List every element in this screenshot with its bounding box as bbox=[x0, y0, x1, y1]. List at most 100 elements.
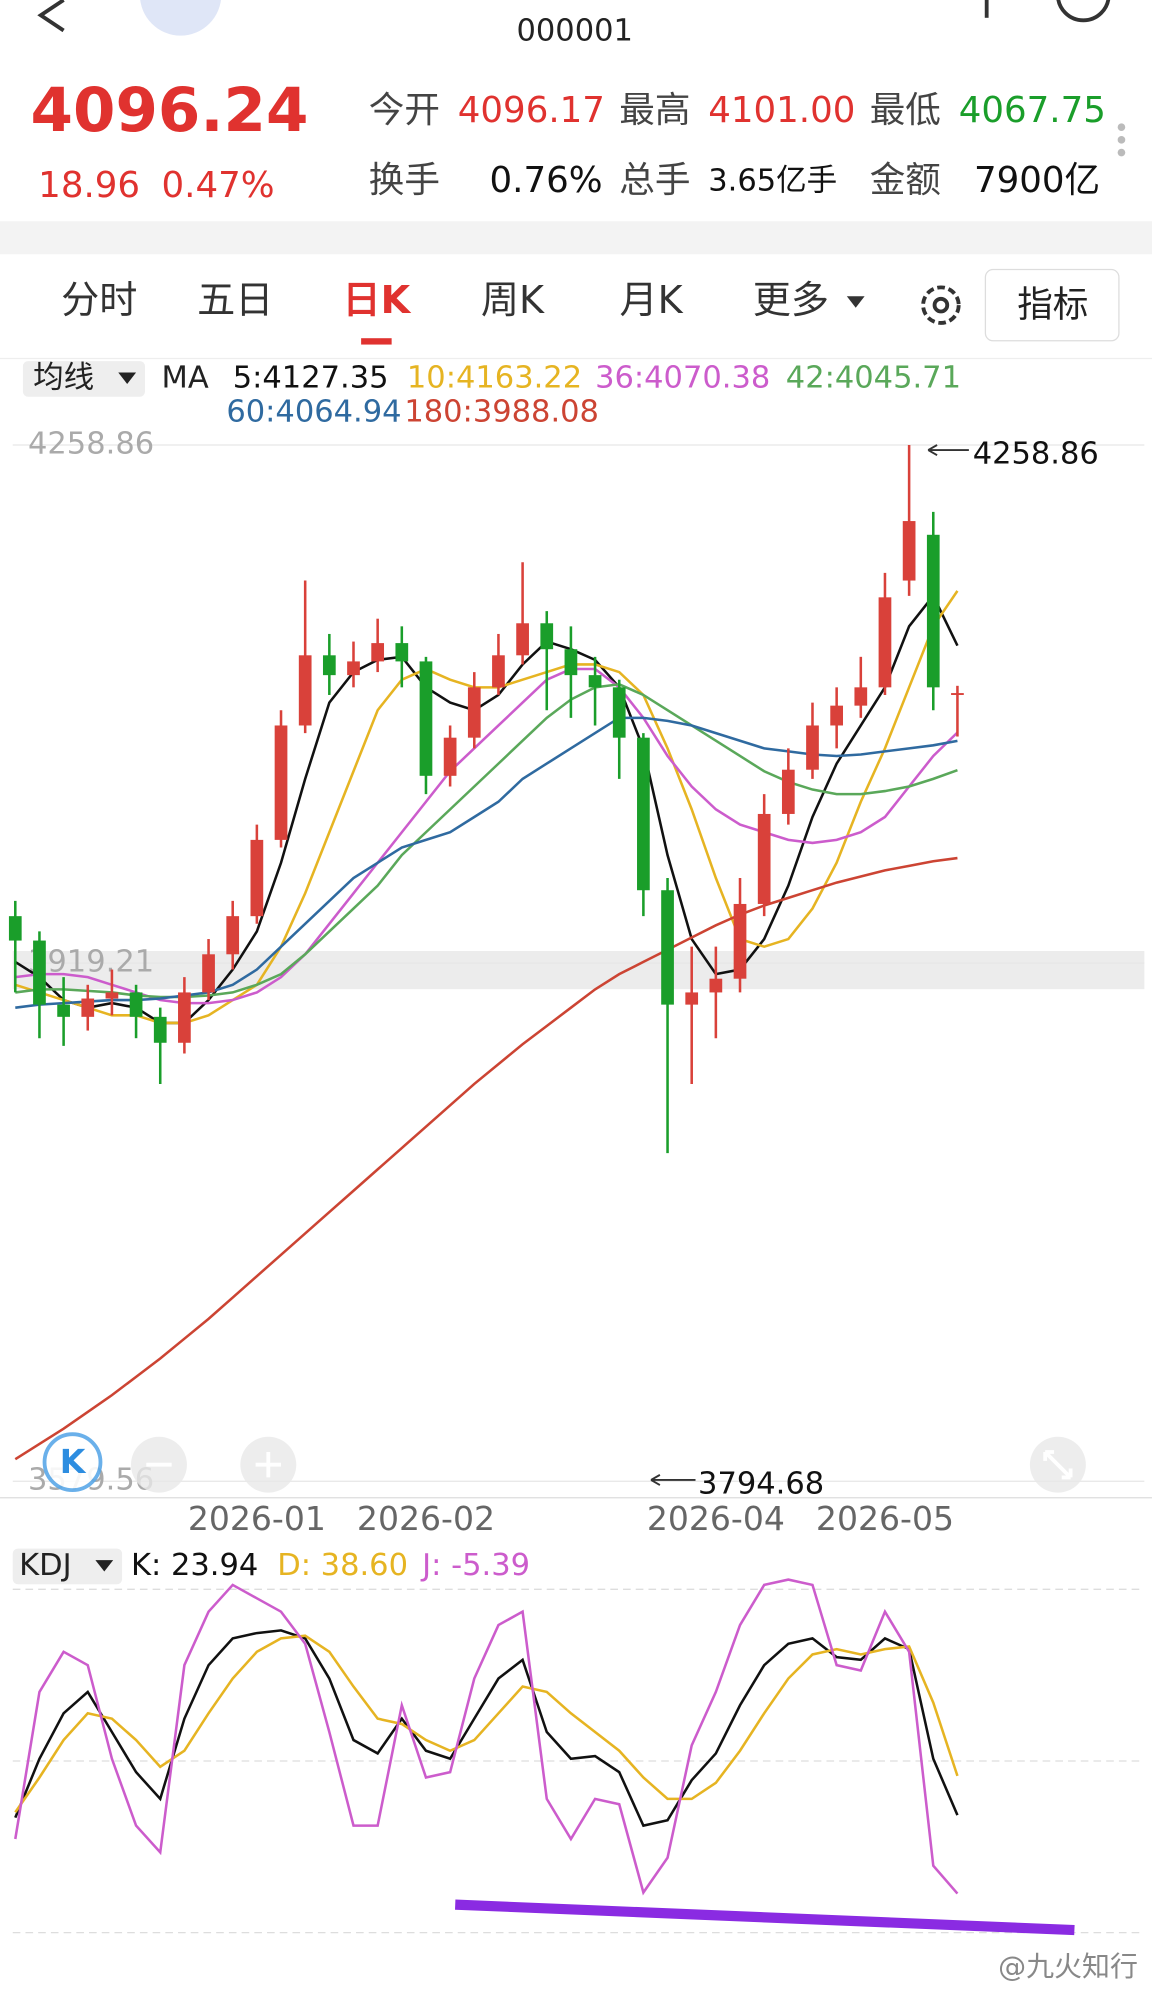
stat-label: 换手 bbox=[369, 160, 440, 201]
ma-menu[interactable] bbox=[22, 361, 145, 397]
stat-label: 总手 bbox=[619, 160, 690, 201]
dropdown-arrow bbox=[118, 372, 137, 384]
x-tick-label: 2026-01 bbox=[188, 1499, 326, 1538]
tab[interactable]: 更多 bbox=[753, 278, 829, 322]
candle-body bbox=[709, 978, 723, 993]
trend-annotation bbox=[455, 1899, 1075, 1936]
candle-body bbox=[226, 916, 240, 955]
stock-code: 000001 bbox=[517, 13, 633, 48]
candle-body bbox=[443, 737, 457, 776]
series-line bbox=[15, 667, 959, 1005]
candle-body bbox=[322, 655, 336, 676]
stat-value: 4067.75 bbox=[959, 90, 1106, 131]
legend-entry: 5:4127.35 bbox=[233, 360, 389, 395]
dot bbox=[1117, 136, 1126, 144]
candle-body bbox=[661, 890, 674, 1005]
annotation-arrow bbox=[650, 1474, 696, 1486]
change-pct: 0.47% bbox=[162, 165, 275, 206]
candle-body bbox=[516, 623, 529, 656]
stat-label: 最高 bbox=[619, 90, 690, 131]
candle-body bbox=[902, 521, 916, 581]
candle-body bbox=[878, 597, 892, 688]
x-tick-label: 2026-02 bbox=[357, 1499, 495, 1538]
indicator-button[interactable] bbox=[984, 268, 1120, 342]
candle-body bbox=[588, 675, 602, 688]
fullscreen-icon bbox=[1043, 1450, 1073, 1480]
annotation: 4258.86 bbox=[973, 437, 1099, 472]
dot bbox=[1117, 148, 1126, 157]
candle-body bbox=[781, 769, 795, 814]
change: 18.96 bbox=[38, 165, 140, 206]
candle-body bbox=[202, 954, 215, 993]
candle-body bbox=[419, 661, 433, 776]
price-chart: 3579.563919.214258.862026-012026-022026-… bbox=[8, 360, 1145, 1538]
tick-highlight bbox=[12, 951, 1145, 990]
candle-body bbox=[854, 687, 868, 706]
candle-body bbox=[8, 916, 22, 941]
stat-label: 金额 bbox=[870, 160, 941, 201]
candle-body bbox=[830, 705, 844, 726]
annotation-arrow bbox=[927, 444, 969, 457]
legend-entry: D: 38.60 bbox=[277, 1548, 408, 1583]
ma-menu-label: 均线 bbox=[33, 360, 94, 395]
tab[interactable]: 周K bbox=[481, 278, 545, 322]
watermark: @九火知行 bbox=[998, 1950, 1138, 1983]
dropdown-arrow bbox=[95, 1560, 114, 1572]
series-line bbox=[15, 716, 958, 1009]
settings-icon-core bbox=[932, 296, 950, 314]
stat-value: 4101.00 bbox=[708, 90, 855, 131]
series-line bbox=[14, 1578, 959, 1896]
tab[interactable]: 月K bbox=[619, 278, 683, 322]
indicator-button-label: 指标 bbox=[1017, 284, 1088, 325]
candle-body bbox=[129, 992, 143, 1017]
legend-entry: 180:3988.08 bbox=[404, 395, 599, 430]
legend-entry: 60:4064.94 bbox=[226, 395, 401, 430]
logo-icon[interactable] bbox=[42, 1432, 103, 1493]
tab[interactable]: 五日 bbox=[197, 278, 273, 322]
candle-body bbox=[564, 649, 578, 676]
zoom-in-icon bbox=[255, 1451, 282, 1478]
annotation: 3794.68 bbox=[698, 1467, 824, 1502]
legend-entry: J: -5.39 bbox=[420, 1548, 530, 1583]
series-line bbox=[14, 856, 958, 1461]
candle-body bbox=[637, 737, 650, 891]
candle-body bbox=[250, 839, 264, 917]
tab-underline bbox=[361, 338, 392, 345]
candle-body bbox=[757, 813, 771, 904]
stat-value: 7900亿 bbox=[974, 160, 1100, 201]
candle-body bbox=[926, 534, 940, 688]
candle-body bbox=[951, 693, 964, 695]
candle-body bbox=[806, 725, 819, 770]
tabs: 分时 五日 日K 周K 月K 更多 bbox=[61, 278, 829, 345]
stat-label: 今开 bbox=[369, 90, 440, 131]
series-line bbox=[14, 1634, 959, 1813]
candle-body bbox=[733, 903, 747, 979]
candle-body bbox=[347, 661, 360, 676]
back-icon[interactable] bbox=[37, 0, 65, 33]
candle-body bbox=[105, 992, 119, 999]
legend-entry: 36:4070.38 bbox=[595, 360, 770, 395]
logo-mark: K bbox=[60, 1442, 87, 1481]
settings-icon[interactable] bbox=[921, 285, 961, 325]
candle-body bbox=[57, 1004, 70, 1017]
candle-body bbox=[612, 687, 626, 738]
x-tick-label: 2026-05 bbox=[816, 1499, 954, 1538]
tab[interactable]: 日K bbox=[343, 278, 412, 322]
series-line bbox=[14, 590, 959, 1025]
candle-body bbox=[81, 998, 95, 1017]
candle-body bbox=[492, 655, 505, 688]
candle-body bbox=[298, 655, 312, 726]
legend-entry: K: 23.94 bbox=[131, 1548, 258, 1583]
tab[interactable]: 分时 bbox=[61, 278, 137, 322]
kdj-menu[interactable] bbox=[12, 1548, 123, 1585]
kdj-chart: KDJ K: 23.94 D: 38.60 J: -5.39 bbox=[14, 1548, 959, 1896]
legend-entry: 42:4045.71 bbox=[786, 360, 961, 395]
avatar[interactable] bbox=[140, 0, 221, 36]
stats: 今开 4096.17 最高 4101.00 最低 4067.75 换手 0.76% 总手 3.65… bbox=[369, 90, 1106, 201]
candle-body bbox=[274, 725, 288, 840]
search-icon[interactable] bbox=[1056, 0, 1111, 23]
candle-body bbox=[685, 992, 699, 1005]
candle-body bbox=[395, 643, 409, 662]
candle-body bbox=[371, 643, 385, 662]
